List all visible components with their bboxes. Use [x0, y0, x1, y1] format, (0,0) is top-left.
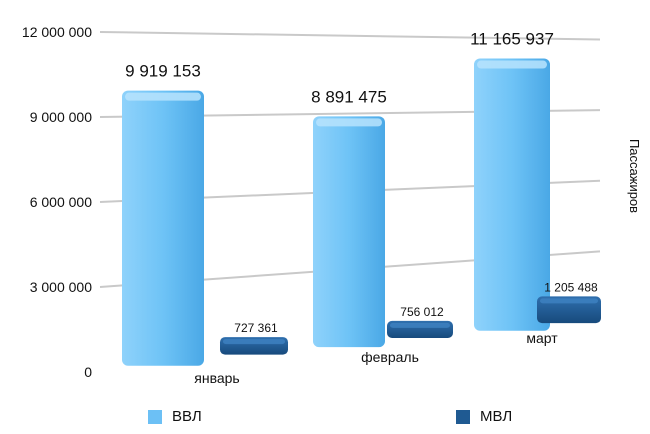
data-label-vvl: 11 165 937: [470, 30, 554, 49]
bar-vvl-highlight: [316, 118, 382, 127]
bar-vvl: [122, 90, 204, 366]
bars: [122, 58, 601, 366]
legend-swatch-mvl: [456, 409, 470, 424]
bar-vvl: [474, 58, 550, 331]
legend-label-mvl: МВЛ: [480, 408, 513, 425]
bar-mvl-highlight: [223, 339, 285, 345]
data-label-mvl: 1 205 488: [544, 280, 598, 294]
bar-vvl-highlight: [477, 60, 547, 69]
y-axis-ticks: 0 3 000 000 6 000 000 9 000 000 12 000 000: [22, 24, 92, 380]
x-axis-categories: январь февраль март: [194, 330, 558, 386]
data-label-vvl: 9 919 153: [125, 62, 201, 81]
category-label: январь: [194, 370, 239, 386]
legend-item-vvl: ВВЛ: [148, 408, 202, 425]
bar-vvl: [313, 116, 385, 348]
legend-swatch-vvl: [148, 409, 162, 424]
y-tick-label: 6 000 000: [30, 194, 92, 210]
y-tick-label: 9 000 000: [30, 109, 92, 125]
y-tick-label: 0: [84, 364, 92, 380]
bar-vvl-highlight: [125, 92, 201, 101]
y-tick-label: 3 000 000: [30, 279, 92, 295]
data-labels: 9 919 153 727 361 8 891 475 756 012 11 165 9…: [125, 30, 598, 336]
data-label-vvl: 8 891 475: [311, 87, 387, 106]
grid-line: [99, 31, 601, 41]
legend-label-vvl: ВВЛ: [172, 408, 202, 425]
legend-item-mvl: МВЛ: [456, 408, 512, 425]
category-label: март: [526, 330, 558, 346]
category-label: февраль: [361, 349, 419, 365]
y-tick-label: 12 000 000: [22, 24, 92, 40]
bar-mvl-highlight: [540, 298, 598, 304]
bar-mvl-highlight: [390, 322, 450, 328]
data-label-mvl: 756 012: [400, 305, 444, 319]
y-axis-label: Пассажиров: [627, 139, 642, 213]
data-label-mvl: 727 361: [234, 321, 278, 335]
